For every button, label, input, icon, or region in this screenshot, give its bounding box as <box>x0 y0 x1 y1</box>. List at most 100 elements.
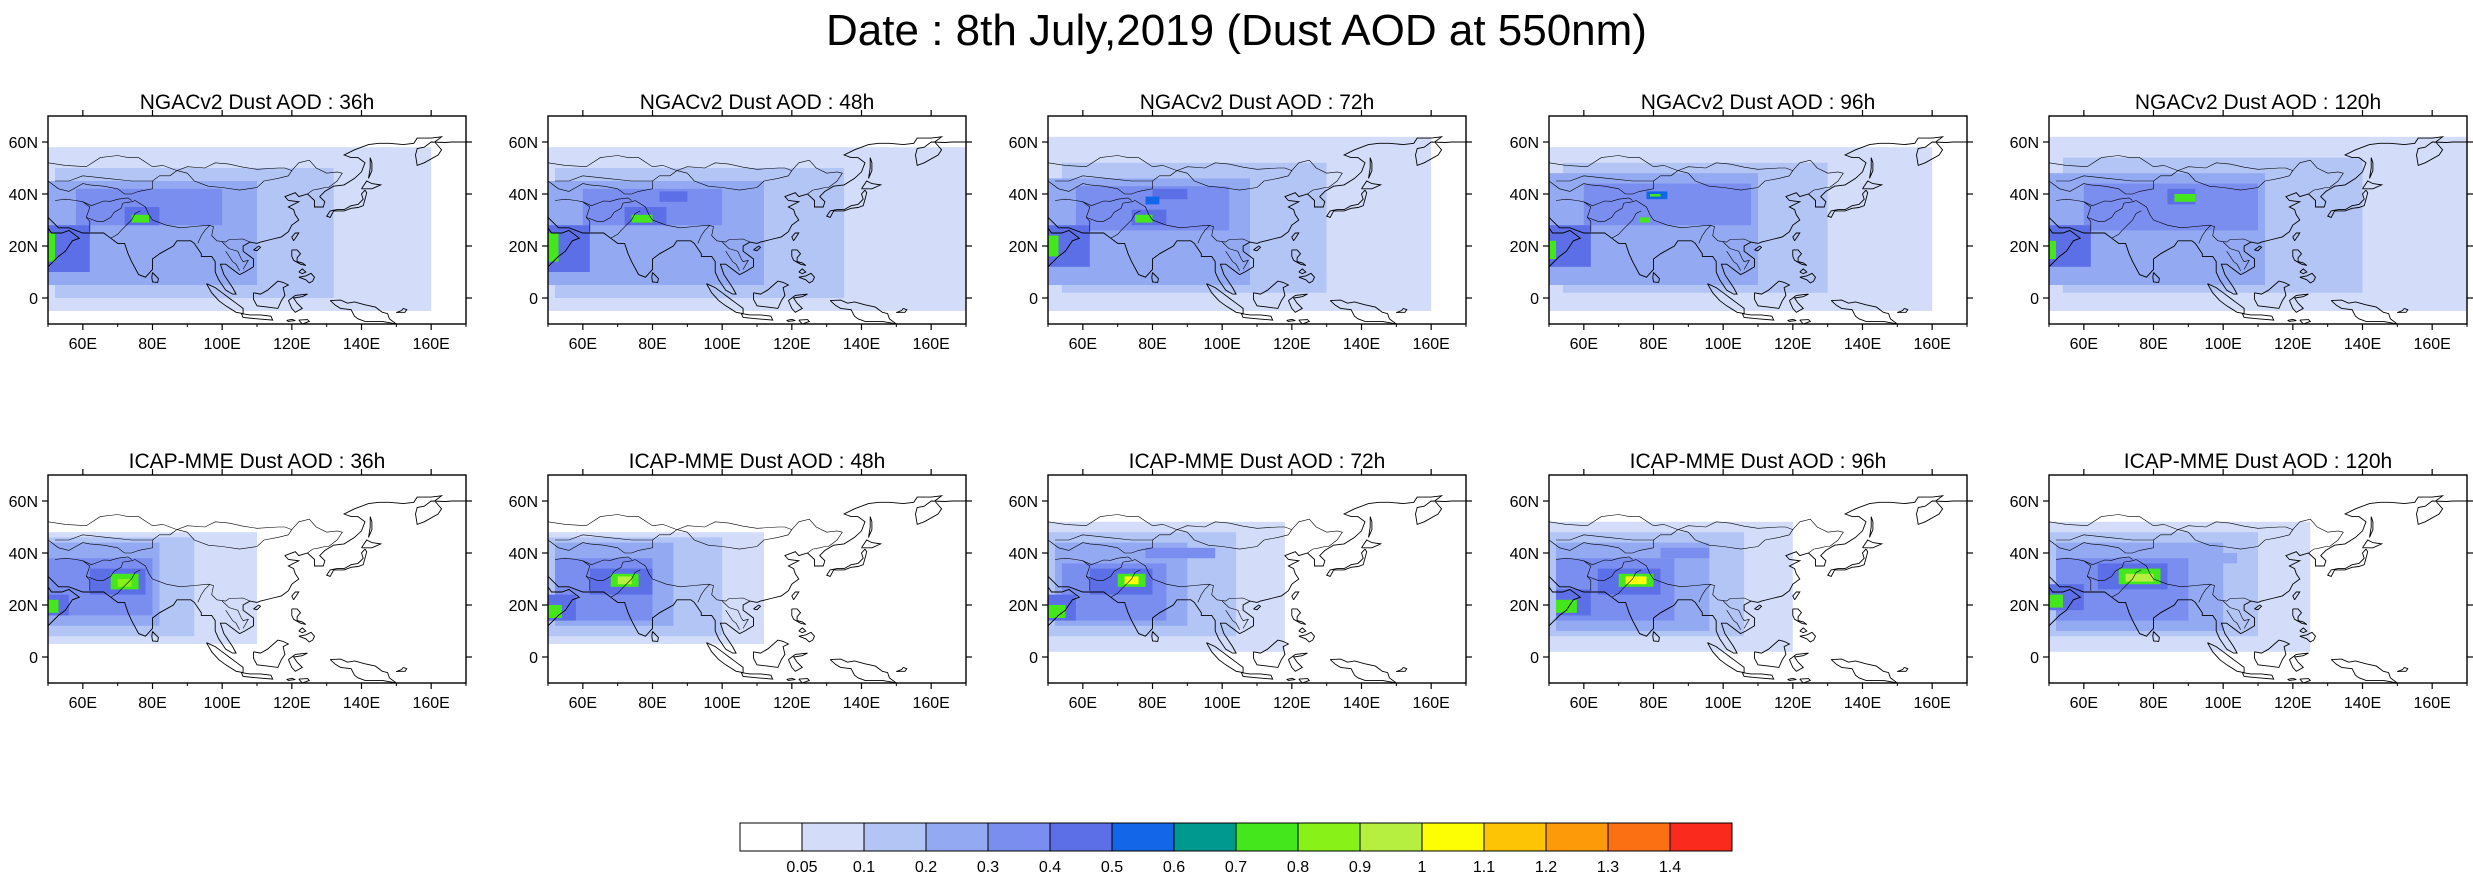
aod-cell <box>2174 194 2196 202</box>
border <box>1808 546 1830 554</box>
colorbar-swatch <box>1235 822 1299 852</box>
border <box>55 534 153 541</box>
coastline <box>706 642 744 674</box>
map-plot: 60E 80E 100E 120E 140E 160E 60N 40N 20N 0 <box>1009 110 1472 353</box>
colorbar: 0.05 0.1 0.2 0.3 0.4 0.5 0.6 0.7 0.8 0.9 1 1.1 1.2 1.… <box>739 822 1733 874</box>
border <box>2222 600 2250 629</box>
aod-cell <box>48 599 59 613</box>
coastline <box>151 272 159 283</box>
map-plot: 60E 80E 100E 120E 140E 160E 60N 40N 20N 0 <box>1510 469 1973 712</box>
coastline <box>253 639 290 668</box>
coastline <box>2299 319 2312 324</box>
border <box>2198 583 2212 603</box>
map-plot: 60E 80E 100E 120E 140E 160E 60N 40N 20N 0 <box>9 469 472 712</box>
coastline <box>1151 631 1159 642</box>
border <box>1054 197 1132 207</box>
border <box>1048 155 1178 171</box>
border <box>807 187 829 195</box>
lon-tick-label: 120E <box>773 336 810 353</box>
coastline <box>1869 516 1874 538</box>
colorbar-swatch <box>925 822 989 852</box>
colorbar-label: 0.05 <box>786 859 817 874</box>
border <box>2135 200 2252 243</box>
lon-tick-label: 80E <box>2139 336 2167 353</box>
coastline <box>1830 658 1898 683</box>
border <box>1048 514 1178 530</box>
coastline <box>1897 666 1909 673</box>
borders <box>2049 514 2344 630</box>
coastline <box>298 678 311 683</box>
coastline <box>1151 272 1159 283</box>
lon-tick-label: 140E <box>343 695 380 712</box>
border <box>1221 241 1249 270</box>
border <box>2292 159 2344 188</box>
border <box>1635 559 1752 602</box>
coastline <box>1754 245 1763 252</box>
coastline <box>798 678 811 683</box>
coastline <box>791 591 800 601</box>
border <box>725 251 740 271</box>
lat-tick-label: 60N <box>1009 494 1038 511</box>
coastline <box>868 516 873 538</box>
border <box>291 159 343 188</box>
coastline <box>2327 548 2369 577</box>
coastline <box>2299 268 2308 275</box>
borders <box>548 514 843 630</box>
lon-tick-label: 160E <box>412 336 449 353</box>
colorbar-swatch <box>1111 822 1175 852</box>
coastline <box>1549 136 1967 295</box>
coastline <box>1287 652 1308 672</box>
lat-tick-label: 0 <box>529 650 538 667</box>
coastline <box>2241 672 2275 680</box>
lon-tick-label: 140E <box>2344 695 2381 712</box>
coastline <box>1862 180 1884 190</box>
aod-cell <box>1135 214 1153 223</box>
coastline <box>651 631 659 642</box>
border <box>2056 175 2154 182</box>
coastline <box>798 268 807 275</box>
coastline <box>1741 672 1775 680</box>
aod-cell <box>1048 605 1066 618</box>
coastline <box>1253 604 1262 611</box>
coastline <box>1253 280 1290 309</box>
colorbar-swatch <box>739 822 803 852</box>
border <box>1549 529 1679 554</box>
coastline <box>329 299 397 324</box>
border <box>225 610 240 630</box>
border <box>2308 546 2330 554</box>
border <box>291 518 343 547</box>
coastline <box>786 677 796 681</box>
coastline <box>798 272 816 284</box>
border <box>2226 251 2241 271</box>
coastline <box>240 672 274 680</box>
coastline <box>791 608 807 625</box>
border <box>1134 200 1251 243</box>
lon-tick-label: 120E <box>1273 695 1310 712</box>
coastline <box>791 249 807 266</box>
coastline <box>2254 639 2291 668</box>
border <box>176 162 293 191</box>
lon-tick-label: 120E <box>273 336 310 353</box>
coastline <box>291 591 300 601</box>
border <box>555 175 653 182</box>
aod-cell <box>2125 573 2154 582</box>
lon-tick-label: 120E <box>273 695 310 712</box>
lat-tick-label: 60N <box>509 494 538 511</box>
panel-title: ICAP-MME Dust AOD : 72h <box>1128 450 1386 473</box>
border <box>197 583 211 603</box>
border <box>54 197 132 207</box>
border <box>1556 534 1654 541</box>
lat-tick-label: 0 <box>2030 650 2039 667</box>
coastline <box>2207 283 2245 315</box>
border <box>110 210 141 239</box>
coastline <box>1396 666 1408 673</box>
colorbar-label: 1.3 <box>1597 859 1619 874</box>
dust-aod-field <box>2049 136 2467 311</box>
coastline <box>1291 608 1307 625</box>
lon-tick-label: 60E <box>569 336 597 353</box>
aod-cell <box>1152 188 1188 200</box>
lat-tick-label: 0 <box>529 291 538 308</box>
border <box>1635 200 1752 243</box>
border <box>2087 559 2137 581</box>
border <box>725 610 740 630</box>
